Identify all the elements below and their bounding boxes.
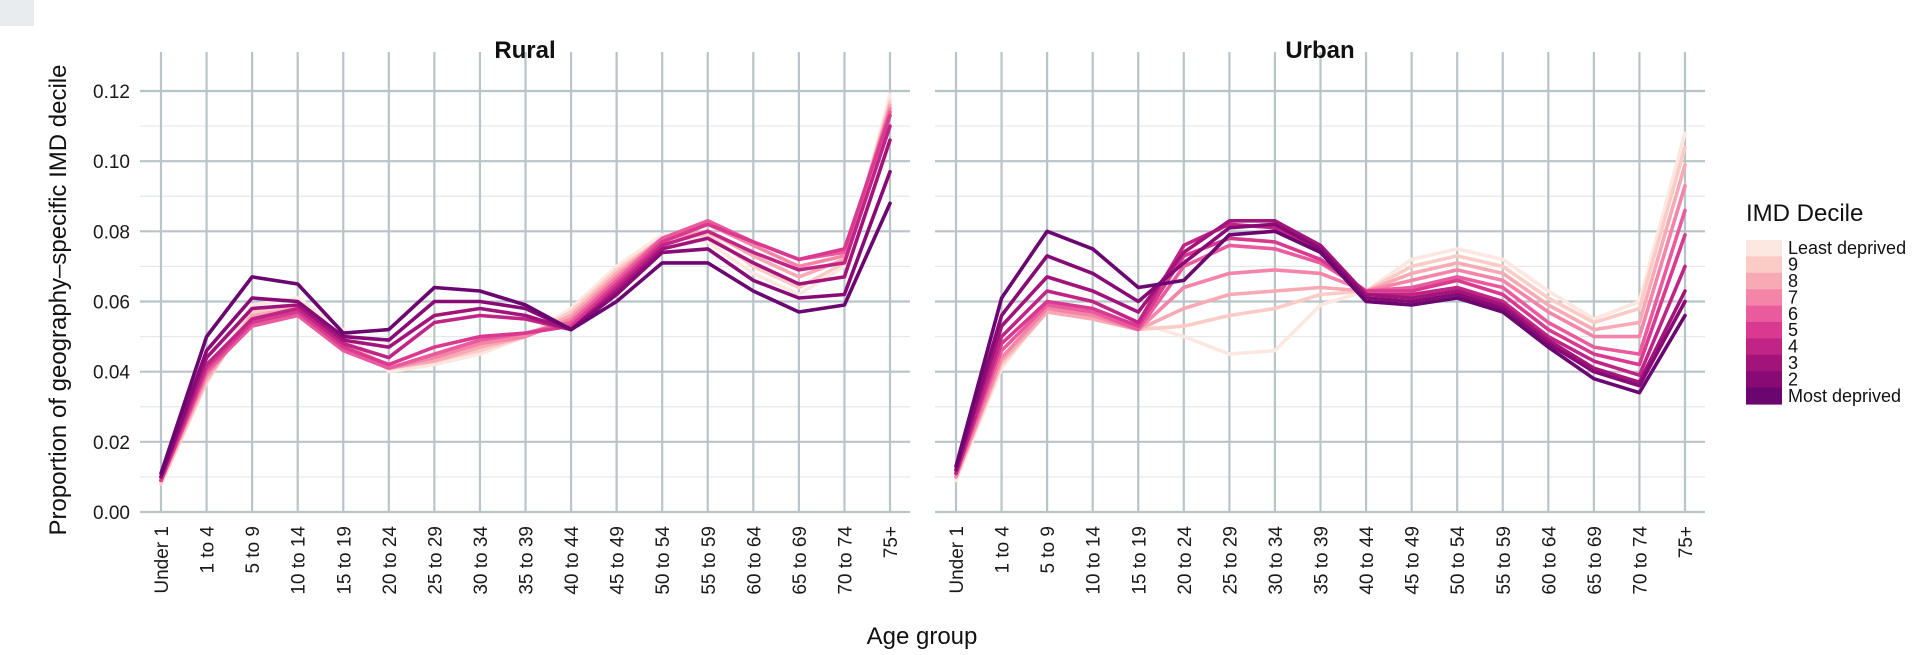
x-tick-label: Under 1 [947, 526, 968, 594]
x-tick-label: 65 to 69 [790, 526, 811, 595]
legend-swatch [1746, 256, 1782, 274]
x-tick-label: 40 to 44 [562, 526, 583, 595]
series-line-8 [954, 162, 1687, 479]
y-axis-title: Proportion of geography–specific IMD dec… [45, 65, 72, 536]
x-tick-label: 70 to 74 [1630, 526, 1651, 595]
legend-swatch [1746, 387, 1782, 405]
panel-urban: Urban Under 1 1 to 4 5 to 9 10 to 14 15 to 19… [935, 37, 1705, 595]
x-tick-label: 5 to 9 [243, 526, 264, 574]
series-line-most-deprived [954, 229, 1687, 469]
legend-swatch [1746, 272, 1782, 290]
panel-title: Rural [494, 37, 555, 64]
legend-label: 9 [1788, 255, 1798, 275]
y-tick-label: 0.00 [93, 503, 130, 524]
x-tick-label: 20 to 24 [380, 526, 401, 595]
x-tick-label: 45 to 49 [608, 526, 629, 595]
y-tick-label: 0.04 [93, 363, 130, 384]
y-tick-label: 0.02 [93, 433, 130, 454]
series-line-6 [954, 208, 1687, 476]
x-tick-label: 70 to 74 [835, 526, 856, 595]
series-line-5 [954, 233, 1687, 476]
legend-label: 2 [1788, 369, 1798, 389]
x-tick-label: 60 to 64 [744, 526, 765, 595]
series-line-3 [954, 219, 1687, 472]
x-tick-label: 55 to 59 [1494, 526, 1515, 595]
x-tick-label: 55 to 59 [699, 526, 720, 595]
x-tick-label: 60 to 64 [1539, 526, 1560, 595]
y-tick-label: 0.08 [93, 222, 130, 243]
x-tick-label: 20 to 24 [1175, 526, 1196, 595]
series-line-4 [159, 124, 892, 479]
series-line-2 [954, 222, 1687, 472]
legend-swatch [1746, 240, 1782, 257]
x-tick-label: 5 to 9 [1038, 526, 1059, 574]
legend-swatch [1746, 354, 1782, 372]
x-tick-label: 75+ [881, 526, 902, 558]
series-line-most-deprived [159, 201, 892, 476]
legend-label: 6 [1788, 304, 1798, 324]
legend-label: 5 [1788, 320, 1798, 340]
x-axis-title: Age group [867, 623, 978, 650]
x-tick-label: 1 to 4 [993, 526, 1014, 574]
x-tick-label: 15 to 19 [334, 526, 355, 595]
y-tick-label: 0.10 [93, 152, 130, 173]
x-tick-label: 10 to 14 [1084, 526, 1105, 595]
corner-mark [0, 0, 34, 26]
x-tick-label: 25 to 29 [1220, 526, 1241, 595]
y-tick-label: 0.06 [93, 293, 130, 314]
x-tick-label: 35 to 39 [517, 526, 538, 595]
legend-swatch [1746, 371, 1782, 389]
y-axis: 0.00 0.02 0.04 0.06 0.08 0.10 0.12 [93, 82, 130, 524]
panel-rural: Rural Under 1 1 to 4 5 to 9 10 to 14 15 to 19… [140, 37, 910, 595]
panel-title: Urban [1285, 37, 1354, 64]
x-tick-label: 45 to 49 [1403, 526, 1424, 595]
legend-label: 7 [1788, 287, 1798, 307]
series-line-7 [954, 183, 1687, 479]
x-tick-label: 30 to 34 [471, 526, 492, 595]
x-tick-label: 65 to 69 [1585, 526, 1606, 595]
legend-title: IMD Decile [1746, 200, 1863, 227]
legend-swatch [1746, 338, 1782, 356]
series-line-2 [159, 169, 892, 479]
x-tick-label: 50 to 54 [653, 526, 674, 595]
series-line-5 [159, 113, 892, 483]
legend-swatch [1746, 322, 1782, 339]
legend-swatch [1746, 305, 1782, 323]
legend-label: 4 [1788, 337, 1798, 357]
legend-label: 3 [1788, 353, 1798, 373]
x-tick-label: 15 to 19 [1129, 526, 1150, 595]
legend-label: 8 [1788, 271, 1798, 291]
legend-label: Least deprived [1788, 238, 1906, 258]
x-tick-label: 50 to 54 [1448, 526, 1469, 595]
x-tick-label: 35 to 39 [1312, 526, 1333, 595]
x-tick-label: 40 to 44 [1357, 526, 1378, 595]
series-line-3 [159, 138, 892, 479]
panels: Rural Under 1 1 to 4 5 to 9 10 to 14 15 to 19… [140, 37, 1705, 595]
y-tick-label: 0.12 [93, 82, 130, 103]
x-tick-label: 1 to 4 [198, 526, 219, 574]
x-tick-label: 25 to 29 [425, 526, 446, 595]
x-tick-label: 10 to 14 [289, 526, 310, 595]
legend-swatch [1746, 289, 1782, 307]
x-tick-label: 75+ [1676, 526, 1697, 558]
x-tick-label: Under 1 [152, 526, 173, 594]
x-tick-label: 30 to 34 [1266, 526, 1287, 595]
legend-label: Most deprived [1788, 386, 1901, 406]
